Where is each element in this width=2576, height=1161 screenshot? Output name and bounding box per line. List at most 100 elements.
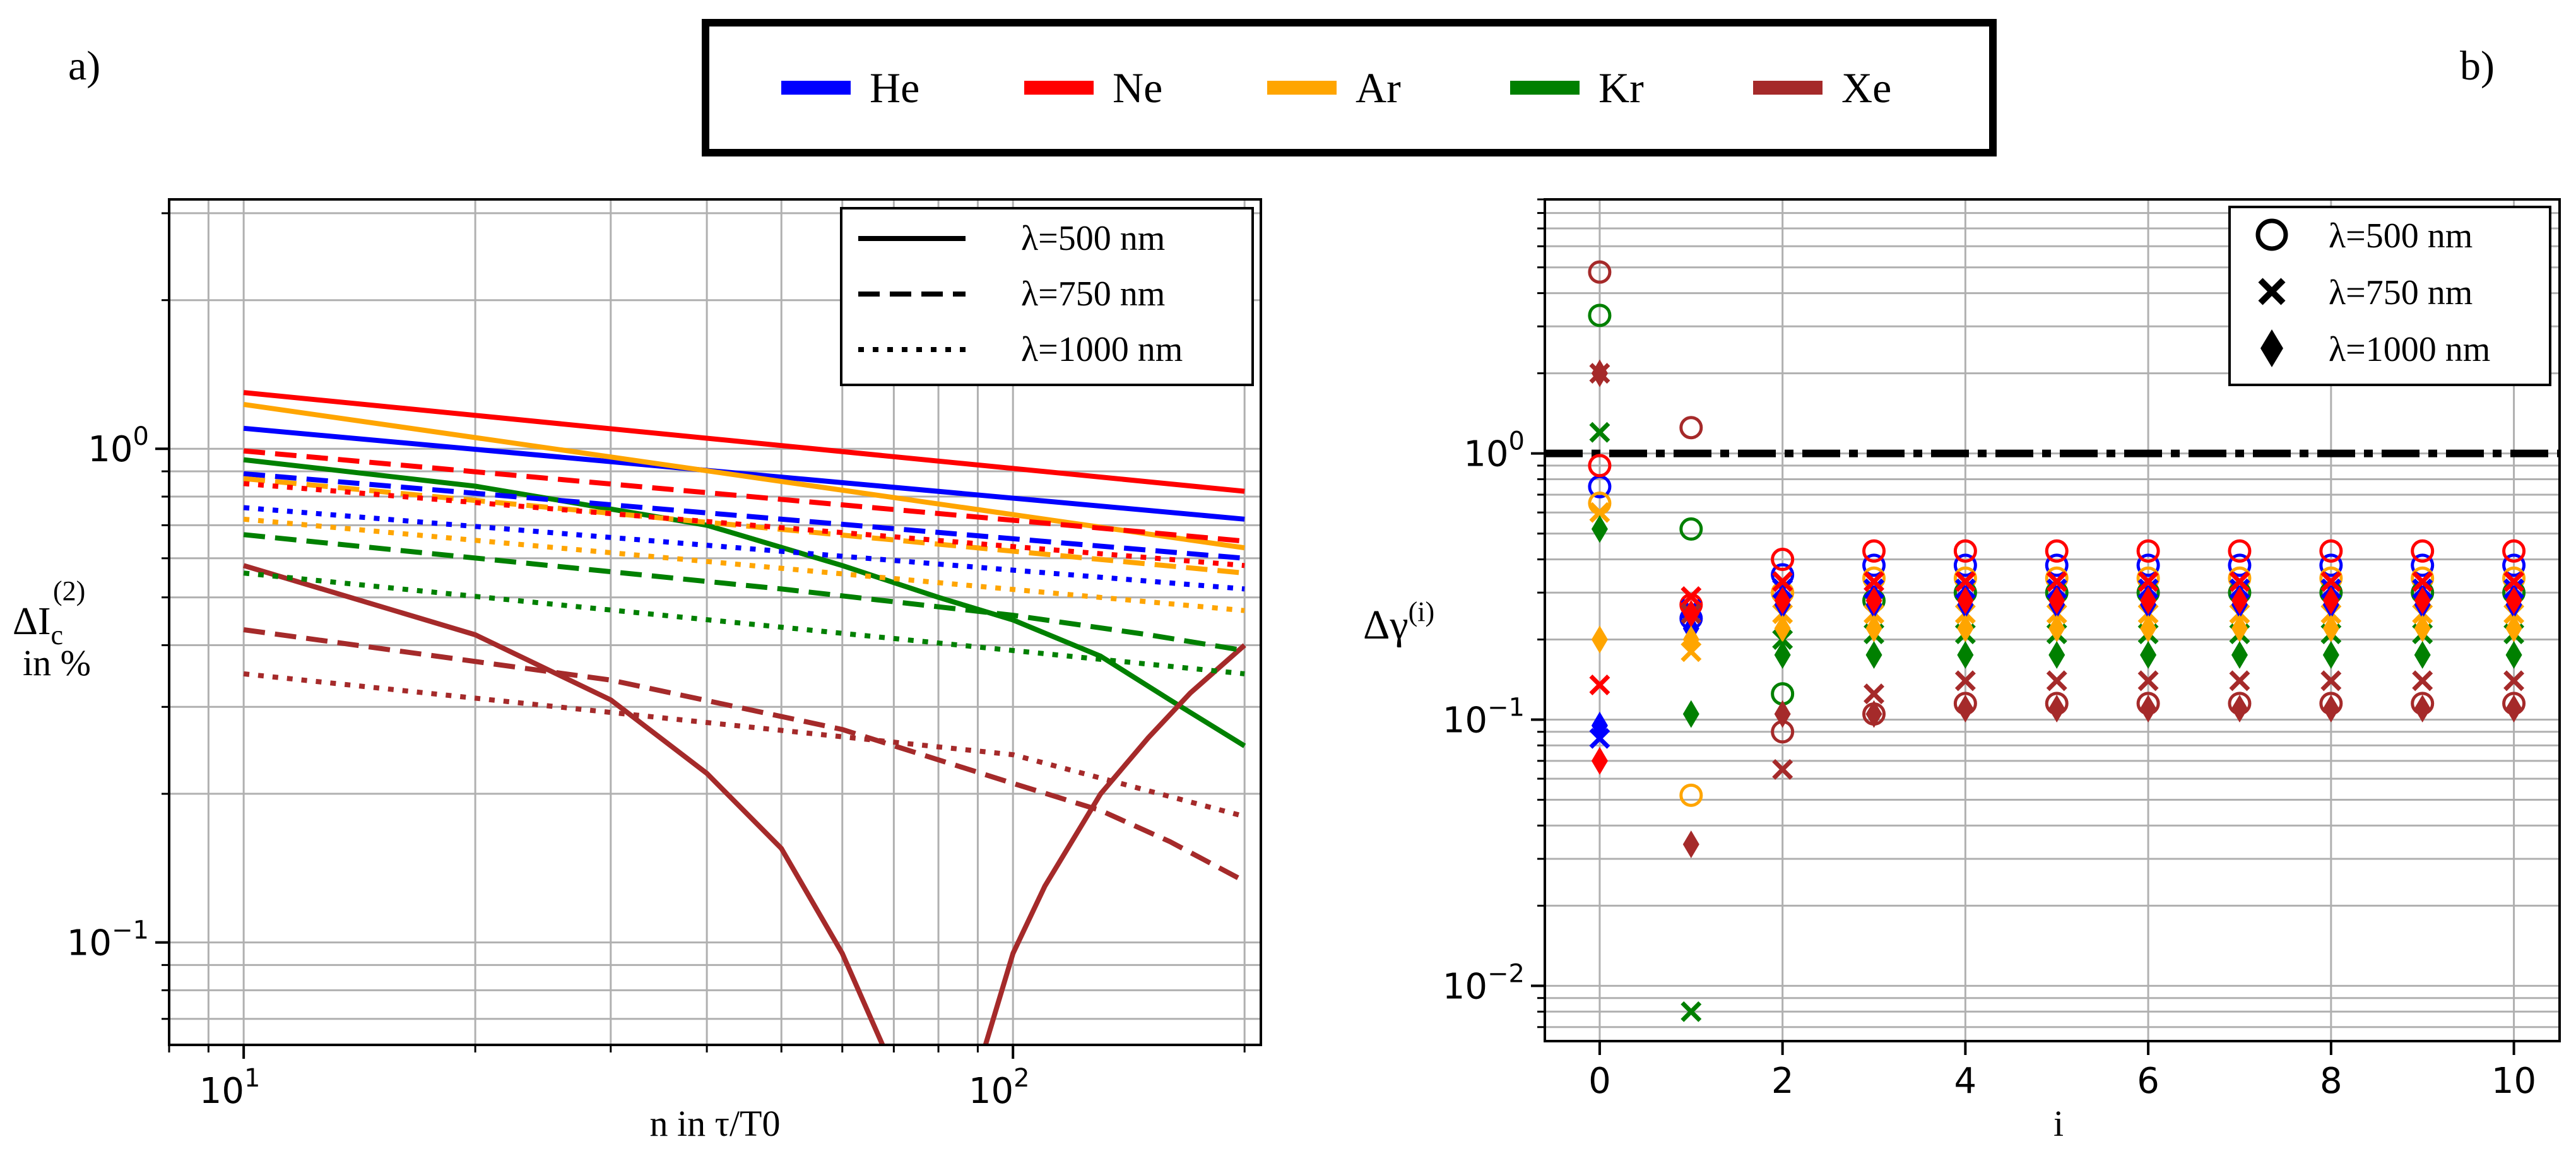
- panel-b-series: [1588, 260, 2526, 1022]
- point-xe-diamond: [2231, 695, 2248, 723]
- point-xe-diamond: [2140, 695, 2157, 723]
- point-xe-diamond: [1591, 359, 1608, 387]
- panel-b-xtick-label: 6: [2137, 1061, 2159, 1102]
- panel-a-legend-label: λ=500 nm: [1021, 219, 1165, 258]
- x-stroke: [1954, 670, 1976, 692]
- tick-exp: −1: [1487, 693, 1525, 722]
- point-ne-x: [2320, 571, 2342, 592]
- element-legend: He Ne Ar Kr Xe: [702, 19, 1997, 156]
- point-ne-x: [2137, 571, 2159, 592]
- panel-a-ylabel-sub: c: [51, 620, 64, 651]
- point-kr-diamond: [1865, 640, 1882, 669]
- legend-label-ne: Ne: [1113, 64, 1162, 112]
- point-he-circle: [2228, 553, 2252, 577]
- legend-label-he: He: [870, 64, 919, 112]
- point-ne-diamond: [2414, 586, 2431, 615]
- x-stroke: [2320, 571, 2342, 592]
- point-xe-diamond: [2414, 695, 2431, 723]
- point-kr-diamond: [1774, 640, 1791, 669]
- point-kr-diamond: [2048, 640, 2065, 669]
- point-ne-circle: [2319, 539, 2343, 563]
- point-ne-x: [2412, 571, 2433, 592]
- panel-a-frame: [168, 198, 1262, 1046]
- tick-base: 10: [969, 1071, 1013, 1112]
- point-he-circle: [1771, 563, 1795, 587]
- tick-base: 10: [199, 1071, 244, 1112]
- point-ne-diamond: [2505, 586, 2522, 615]
- point-ne-x: [2046, 571, 2067, 592]
- tick-base: 10: [88, 429, 133, 470]
- point-ne-circle: [1771, 547, 1795, 571]
- point-xe-diamond: [1682, 830, 1699, 859]
- point-ar-diamond: [2140, 615, 2157, 643]
- x-stroke: [2046, 670, 2067, 692]
- point-xe-x: [2137, 670, 2159, 692]
- point-he-circle: [1953, 553, 1977, 577]
- point-ar-diamond: [2231, 615, 2248, 643]
- panel-b-xlabel: i: [2053, 1103, 2064, 1144]
- panel-b-ytick-label: 100: [1463, 427, 1525, 475]
- panel-b-legend-marker-diamond: [2260, 329, 2283, 367]
- point-kr-x: [1681, 1001, 1702, 1022]
- point-he-circle: [2319, 553, 2343, 577]
- panel-a-xlabel: n in τ/T0: [650, 1103, 781, 1144]
- x-stroke: [2229, 670, 2250, 692]
- x-stroke: [1681, 586, 1702, 607]
- series-kr-dotted: [243, 570, 1245, 676]
- panel-label-a: a): [68, 43, 100, 89]
- point-ne-diamond: [2048, 586, 2065, 615]
- panel-a-ytick-label: 100: [88, 422, 149, 470]
- panel-a-legend-label: λ=750 nm: [1021, 274, 1165, 314]
- series-xe-solid: [242, 563, 885, 1045]
- point-xe-circle: [1588, 260, 1612, 284]
- x-stroke: [1772, 758, 1793, 780]
- point-xe-x: [1954, 670, 1976, 692]
- point-ne-diamond: [2231, 586, 2248, 615]
- point-kr-diamond: [1591, 515, 1608, 543]
- x-stroke: [1864, 683, 1884, 705]
- point-ne-diamond: [2322, 586, 2339, 615]
- panel-b-frame: [1544, 198, 2561, 1042]
- point-ne-diamond: [2140, 586, 2157, 615]
- point-he-diamond: [1591, 711, 1608, 740]
- point-ar-diamond: [2414, 615, 2431, 643]
- point-xe-x: [2046, 670, 2067, 692]
- point-ar-diamond: [2322, 615, 2339, 643]
- x-stroke: [2412, 571, 2433, 592]
- point-ne-diamond: [1591, 746, 1608, 775]
- series-xe-dotted: [243, 671, 1246, 819]
- point-xe-x: [2503, 670, 2525, 692]
- legend-label-xe: Xe: [1841, 64, 1891, 112]
- point-xe-diamond: [2322, 695, 2339, 723]
- tick-base: 10: [1443, 700, 1487, 741]
- panel-b-xtick-label: 8: [2320, 1061, 2343, 1102]
- point-xe-diamond: [1865, 700, 1882, 728]
- point-kr-circle: [1588, 304, 1612, 327]
- point-kr-x: [1589, 421, 1610, 443]
- x-stroke: [1772, 571, 1793, 592]
- point-ne-x: [1681, 586, 1702, 607]
- panel-a-ylabel: ΔIc (2): [13, 575, 85, 651]
- panel-b-ylabel-sup: (i): [1409, 596, 1435, 627]
- point-ne-circle: [2136, 539, 2160, 563]
- panel-b-xtick-label: 0: [1588, 1061, 1611, 1102]
- point-ne-circle: [2228, 539, 2252, 563]
- point-kr-diamond: [1682, 700, 1699, 728]
- point-ne-diamond: [1865, 586, 1882, 615]
- series-xe-dashed: [243, 627, 1246, 884]
- x-stroke: [1589, 675, 1610, 695]
- point-ne-x: [1589, 675, 1610, 695]
- x-stroke: [2137, 571, 2159, 592]
- panel-b-ytick-label: 10−1: [1443, 693, 1525, 741]
- panel-b-legend-label: λ=1000 nm: [2329, 330, 2490, 369]
- panel-a-linestyle-legend: λ=500 nm λ=750 nm λ=1000 nm: [840, 207, 1254, 386]
- point-ne-x: [2229, 571, 2250, 592]
- x-stroke: [2137, 670, 2159, 692]
- point-ar-x: [1589, 502, 1610, 523]
- panel-a-xtick-label: 101: [199, 1064, 261, 1112]
- panel-a-series: [242, 390, 1246, 1045]
